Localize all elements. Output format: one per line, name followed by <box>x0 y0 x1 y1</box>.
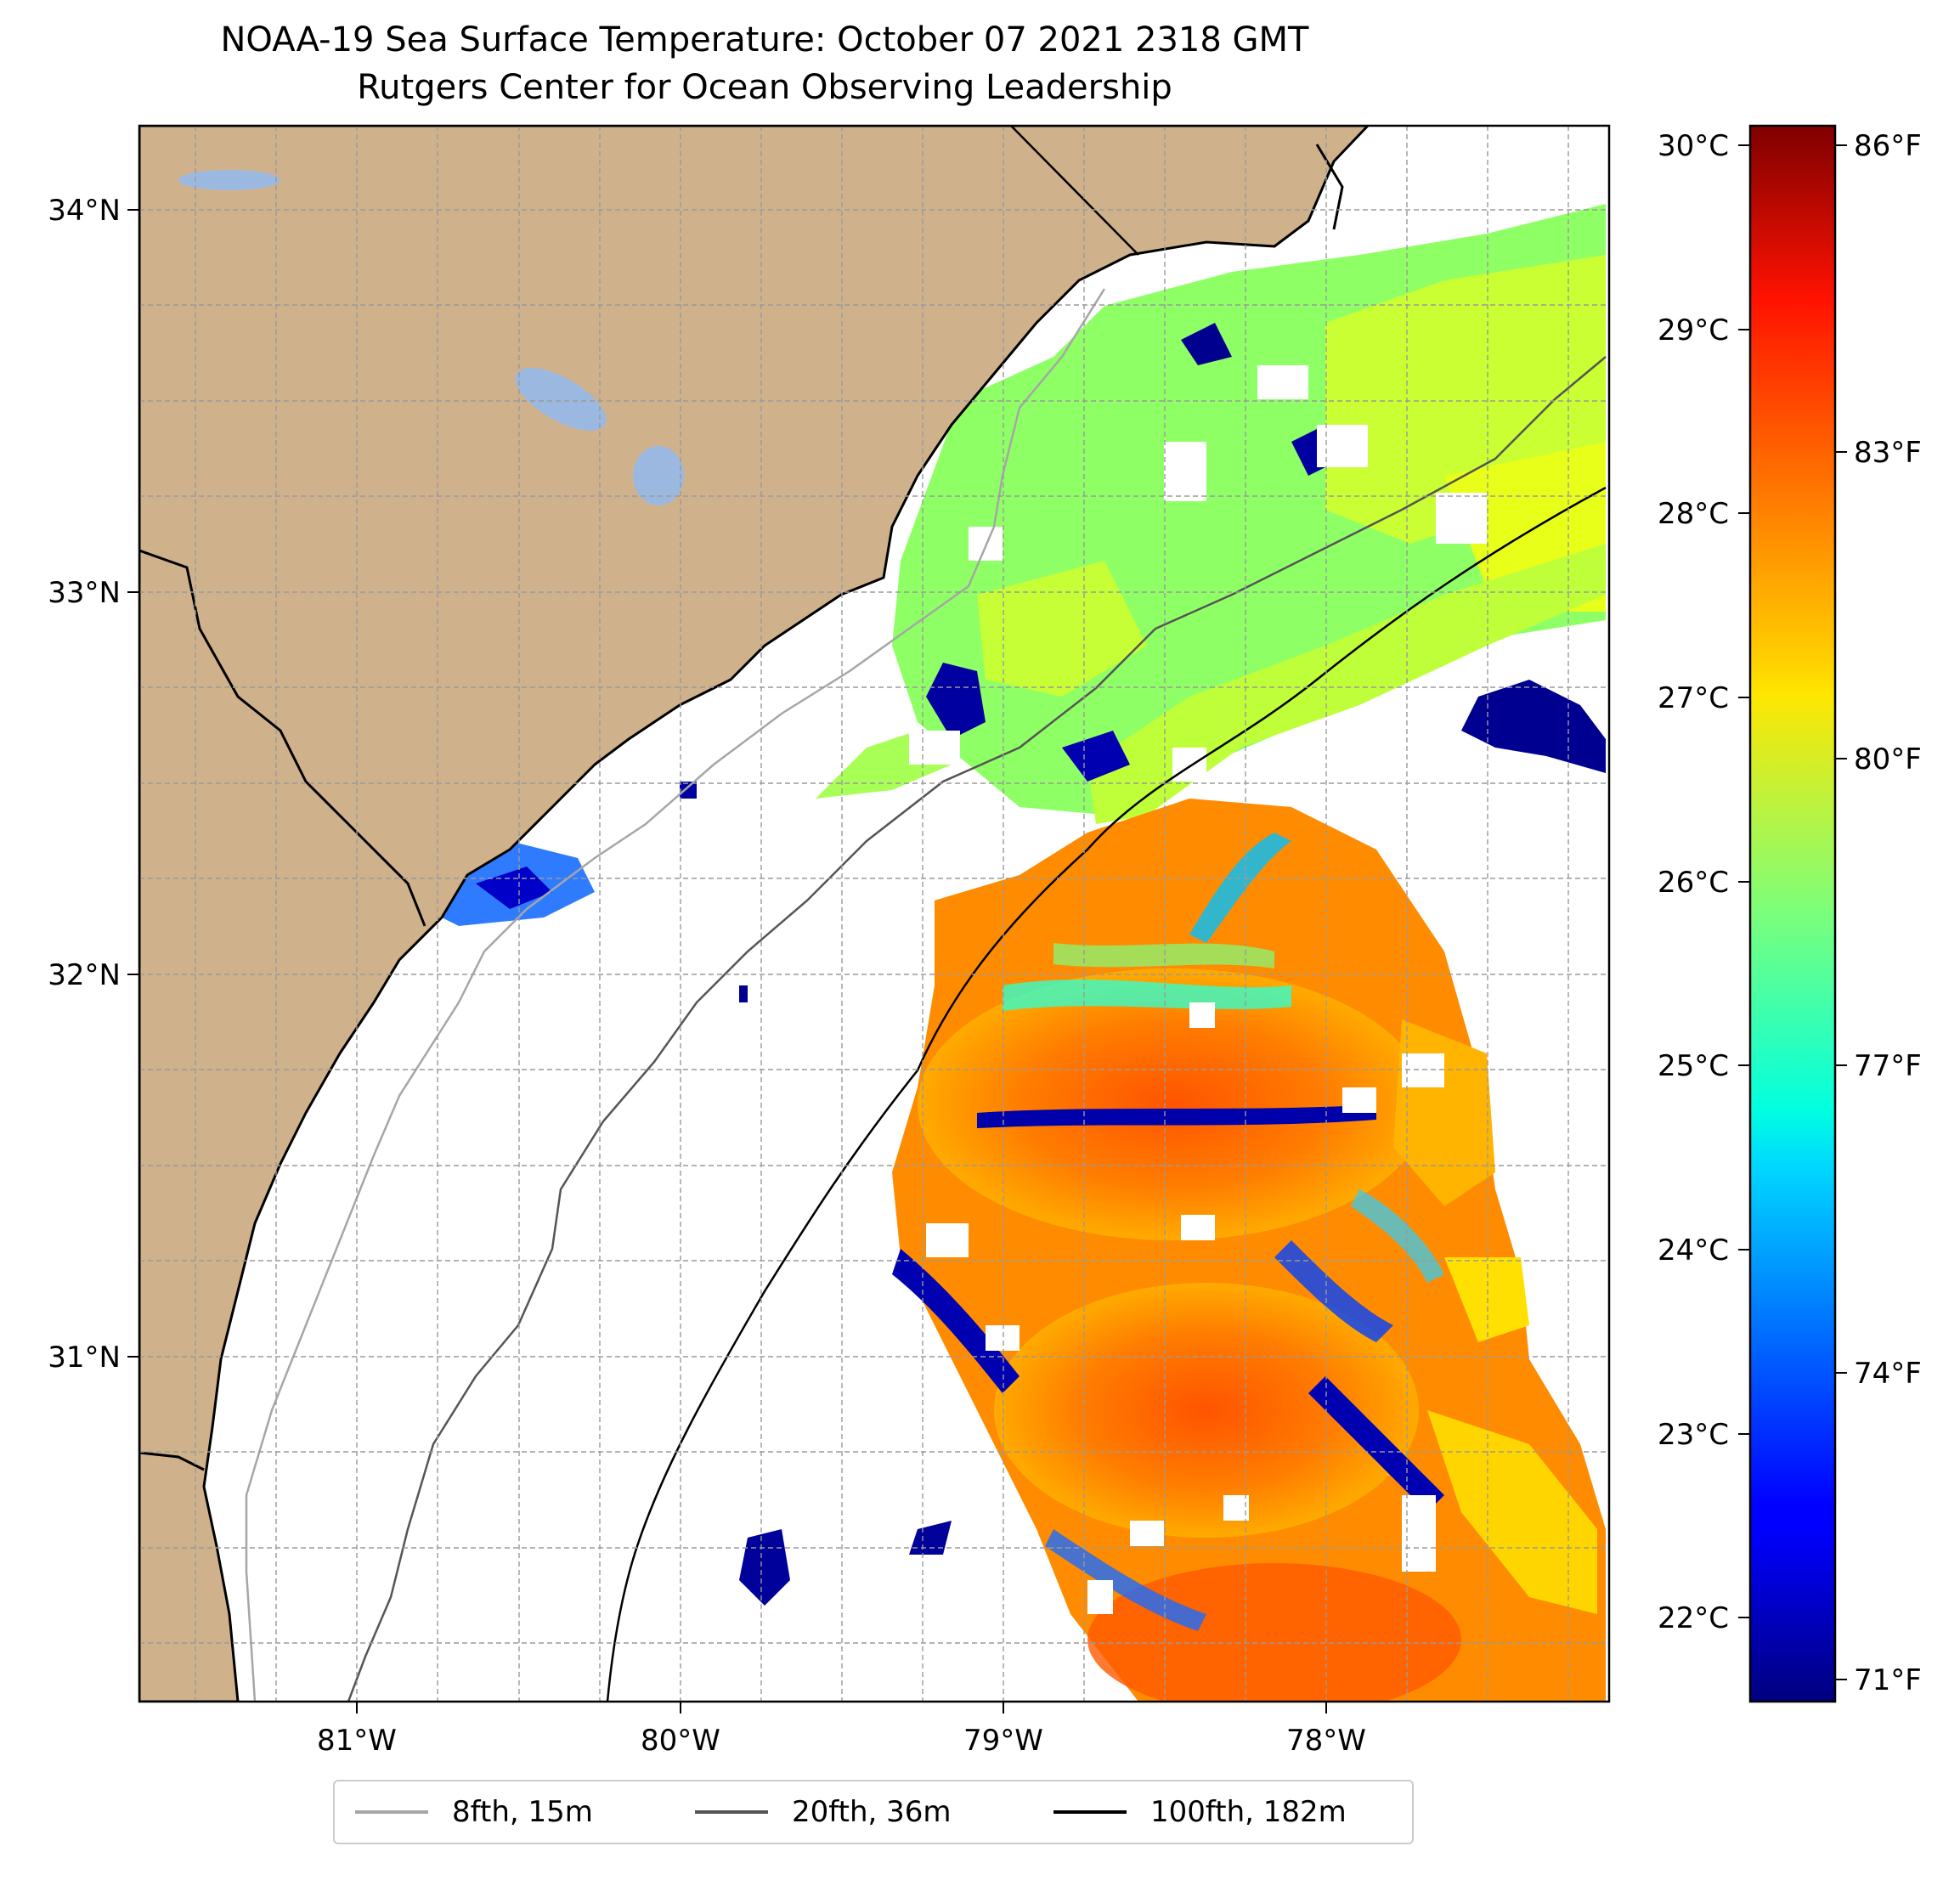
legend-item-100fth: 100fth, 182m <box>1053 1781 1347 1843</box>
gridlines <box>139 126 1609 1702</box>
state-border-nc-sc <box>1010 126 1139 256</box>
celsius-tick-label: 28°C <box>1658 497 1729 531</box>
isobaths <box>245 288 1607 1702</box>
celsius-tick-label: 22°C <box>1658 1601 1729 1635</box>
lake-marion <box>515 368 607 431</box>
map-panel <box>139 126 1609 1702</box>
celsius-tick-label: 27°C <box>1658 681 1729 715</box>
celsius-tick-label: 30°C <box>1658 129 1729 163</box>
lon-tick-label: 79°W <box>963 1724 1043 1758</box>
cloud-gaps <box>909 365 1487 1640</box>
isobath-20fth <box>347 356 1607 1702</box>
lat-tick-label: 33°N <box>48 576 121 610</box>
legend-line-dark-gray <box>695 1810 768 1814</box>
celsius-tick-label: 24°C <box>1658 1234 1729 1267</box>
lon-tick-label: 80°W <box>641 1724 720 1758</box>
fahrenheit-tick-label: 86°F <box>1854 129 1922 163</box>
legend-label: 20fth, 36m <box>792 1795 952 1829</box>
lat-tick-label: 31°N <box>48 1341 121 1375</box>
celsius-tick-label: 23°C <box>1658 1418 1729 1452</box>
colorbar-gradient <box>1748 124 1837 1703</box>
isobath-100fth <box>606 486 1607 1702</box>
colorbar: 30°C 29°C 28°C 27°C 26°C 25°C 24°C 23°C … <box>1658 124 1922 1703</box>
fahrenheit-tick-label: 83°F <box>1854 436 1922 470</box>
coast-river-1 <box>1315 144 1344 230</box>
fahrenheit-tick-label: 74°F <box>1854 1357 1922 1391</box>
lake-moultrie <box>633 446 684 505</box>
land <box>139 126 1370 1702</box>
isobath-legend: 8fth, 15m 20fth, 36m 100fth, 182m <box>333 1780 1414 1844</box>
legend-line-light-gray <box>355 1810 428 1814</box>
legend-item-20fth: 20fth, 36m <box>695 1781 952 1843</box>
land-mass <box>139 126 1370 1702</box>
lon-tick-label: 81°W <box>317 1724 397 1758</box>
map-ticks <box>127 209 1327 1713</box>
celsius-tick-label: 29°C <box>1658 313 1729 347</box>
sst-field <box>425 204 1606 1702</box>
fahrenheit-tick-label: 71°F <box>1854 1663 1922 1697</box>
lake-northwest <box>178 170 280 190</box>
isobath-8fth <box>245 288 1106 1702</box>
title-line-1: NOAA-19 Sea Surface Temperature: October… <box>220 20 1309 59</box>
title-line-2: Rutgers Center for Ocean Observing Leade… <box>357 68 1172 107</box>
state-border-ga-sc <box>139 549 426 927</box>
celsius-tick-label: 26°C <box>1658 866 1729 900</box>
fahrenheit-tick-label: 80°F <box>1854 742 1922 776</box>
celsius-tick-label: 25°C <box>1658 1049 1729 1083</box>
state-border-fl-ga <box>139 1451 205 1471</box>
lat-tick-label: 34°N <box>48 194 121 228</box>
lon-tick-label: 78°W <box>1286 1724 1366 1758</box>
legend-item-8fth: 8fth, 15m <box>355 1781 593 1843</box>
legend-label: 8fth, 15m <box>452 1795 593 1829</box>
fahrenheit-tick-label: 77°F <box>1854 1049 1922 1083</box>
legend-line-black <box>1053 1810 1127 1814</box>
lat-tick-label: 32°N <box>48 958 121 992</box>
legend-label: 100fth, 182m <box>1150 1795 1347 1829</box>
map-frame <box>138 124 1611 1703</box>
